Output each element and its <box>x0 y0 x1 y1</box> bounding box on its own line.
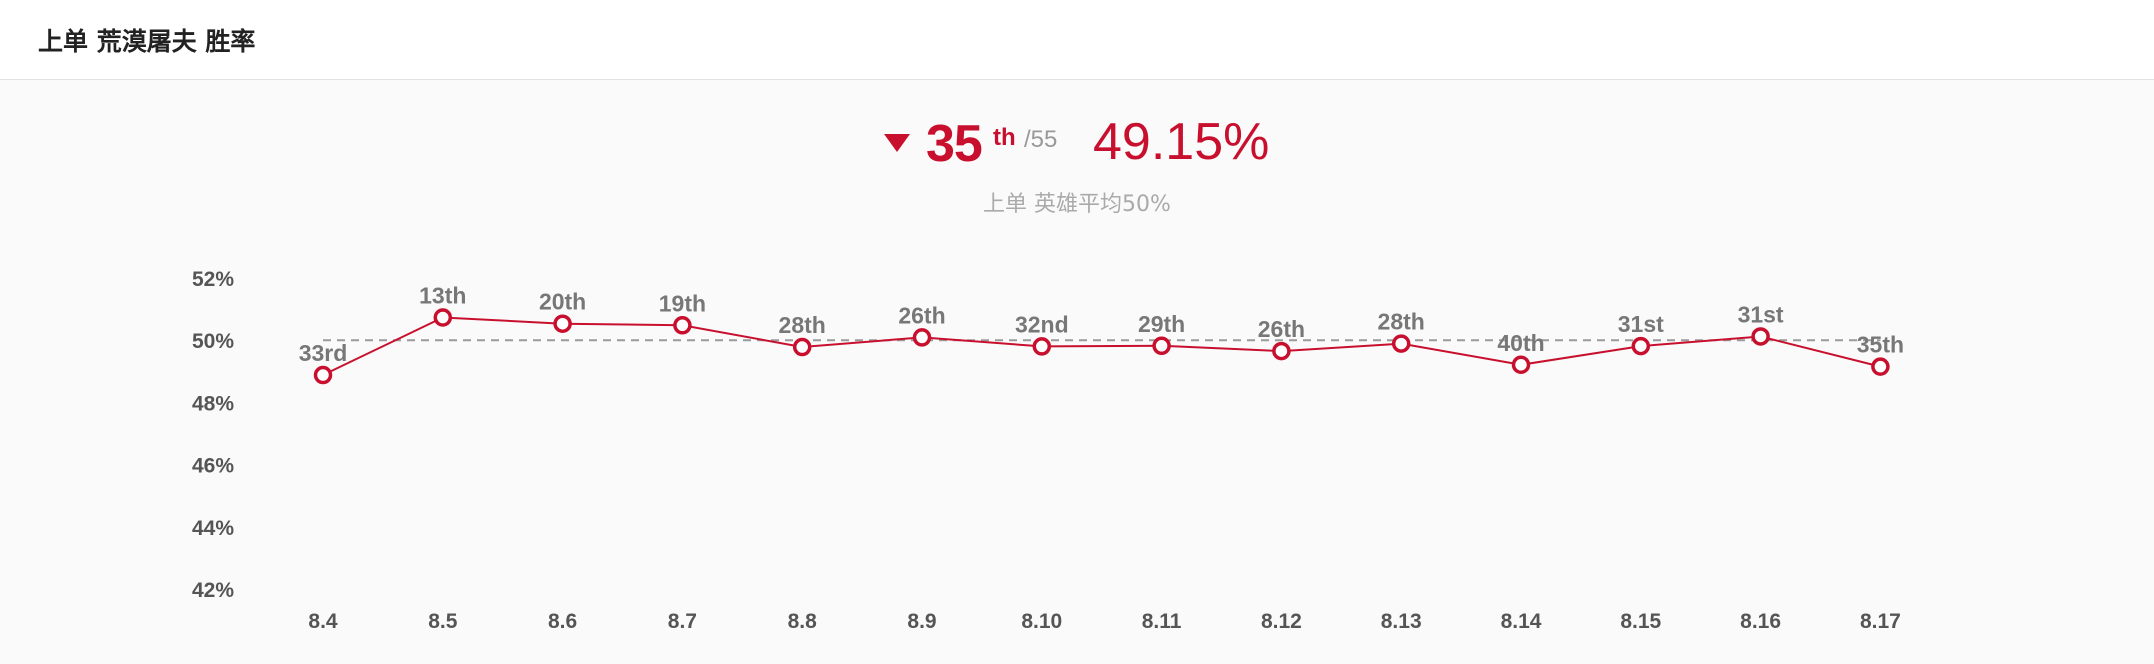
rank-data-label: 31st <box>1738 301 1784 327</box>
y-tick-label: 44% <box>192 517 234 540</box>
page-title: 上单 荒漠屠夫 胜率 <box>38 27 256 56</box>
x-tick-label: 8.17 <box>1860 610 1901 633</box>
x-tick-label: 8.15 <box>1620 610 1661 633</box>
data-point <box>1152 336 1171 356</box>
rank-number: 35 <box>926 115 983 173</box>
x-tick-label: 8.9 <box>907 610 936 633</box>
data-point <box>673 316 692 335</box>
data-point <box>1871 357 1890 376</box>
rank-data-label: 26th <box>1258 316 1305 342</box>
data-point <box>1751 327 1770 346</box>
rank-data-label: 35th <box>1857 332 1904 358</box>
y-tick-label: 52% <box>192 268 234 291</box>
data-point <box>313 365 333 385</box>
rank-data-label: 31st <box>1618 311 1664 337</box>
data-point <box>792 337 812 357</box>
rank-data-label: 33rd <box>299 340 348 366</box>
x-tick-label: 8.14 <box>1501 610 1542 633</box>
x-tick-label: 8.6 <box>548 610 577 633</box>
rank-data-label: 28th <box>779 312 826 338</box>
average-subtitle: 上单 英雄平均50% <box>983 192 1171 217</box>
data-point <box>1032 337 1052 356</box>
rank-data-label: 28th <box>1378 309 1425 335</box>
page-header: 上单 荒漠屠夫 胜率 <box>0 0 2154 80</box>
x-tick-label: 8.7 <box>668 610 697 633</box>
y-tick-label: 48% <box>192 392 234 415</box>
rank-data-label: 19th <box>659 290 706 316</box>
winrate-summary: 35 th /55 49.15% <box>0 108 2154 178</box>
x-tick-label: 8.16 <box>1740 610 1781 633</box>
data-point <box>1631 336 1651 356</box>
data-point <box>1511 355 1531 375</box>
data-point <box>1272 341 1291 361</box>
x-tick-label: 8.11 <box>1142 610 1182 633</box>
rank-data-label: 32nd <box>1015 311 1069 337</box>
y-tick-label: 42% <box>192 579 234 602</box>
x-tick-label: 8.4 <box>308 610 338 633</box>
y-tick-label: 46% <box>192 455 234 478</box>
data-point <box>553 314 572 333</box>
rank-data-label: 29th <box>1138 311 1185 337</box>
x-tick-label: 8.12 <box>1261 610 1302 633</box>
data-point <box>433 308 453 327</box>
rank-data-label: 20th <box>539 289 586 315</box>
x-tick-label: 8.10 <box>1021 610 1062 633</box>
rank-suffix: th <box>993 124 1016 151</box>
x-tick-label: 8.5 <box>428 610 458 633</box>
y-tick-label: 50% <box>192 330 234 353</box>
x-tick-label: 8.8 <box>788 610 818 633</box>
rank-data-label: 40th <box>1497 330 1544 356</box>
trend-down-icon <box>884 134 910 152</box>
rank-data-label: 26th <box>898 302 945 328</box>
rank-data-label: 13th <box>419 282 466 308</box>
rank-total: /55 <box>1024 126 1058 153</box>
x-tick-label: 8.13 <box>1381 610 1422 633</box>
winrate-series-line <box>322 316 1881 376</box>
data-point <box>1391 334 1411 353</box>
winrate-value: 49.15% <box>1093 113 1270 171</box>
data-point <box>912 328 932 347</box>
